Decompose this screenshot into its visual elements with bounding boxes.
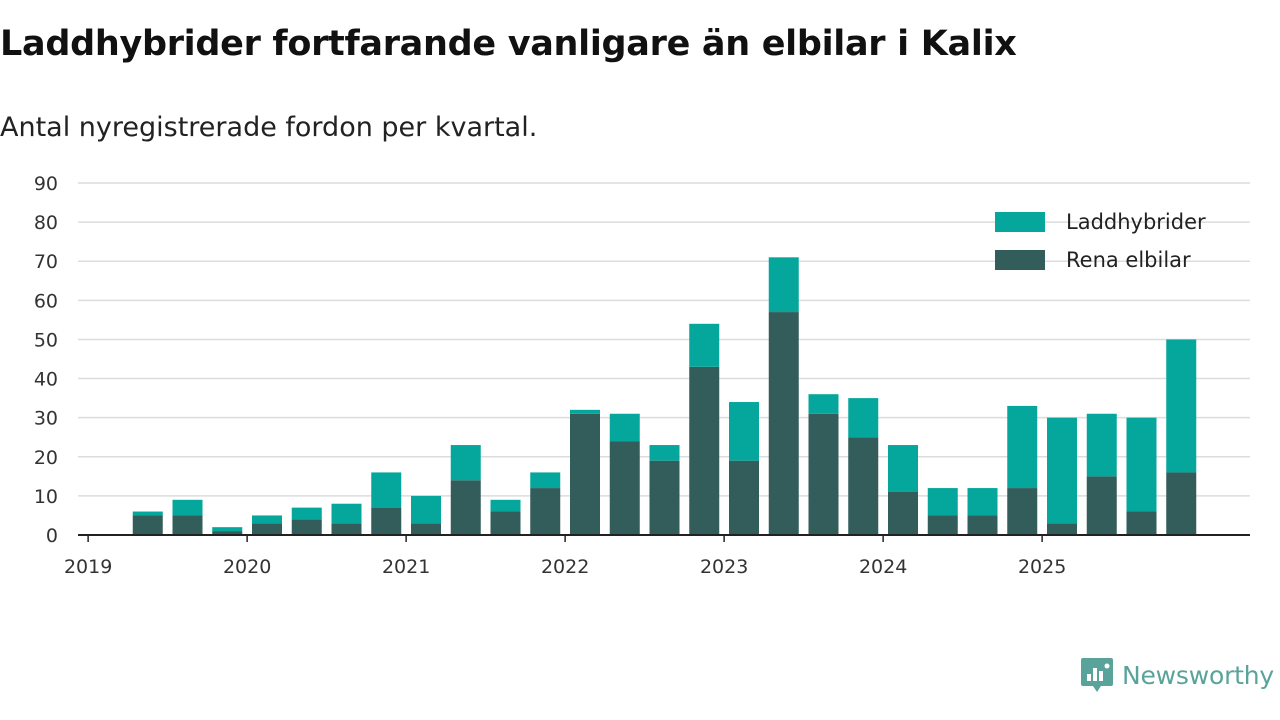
bar-rena-elbilar xyxy=(1166,472,1197,535)
bar-rena-elbilar xyxy=(530,488,561,535)
chart-title: Laddhybrider fortfarande vanligare än el… xyxy=(0,24,1017,64)
x-tick-label: 2019 xyxy=(64,556,112,578)
bar-laddhybrider xyxy=(411,495,441,524)
bar-rena-elbilar xyxy=(490,511,521,535)
x-tick-label: 2023 xyxy=(700,556,748,578)
gridlines xyxy=(78,182,1250,497)
y-tick-label: 60 xyxy=(34,290,58,312)
bar-laddhybrider xyxy=(689,323,720,367)
legend-swatch xyxy=(995,212,1045,232)
bar-laddhybrider xyxy=(331,503,362,524)
bar-rena-elbilar xyxy=(1086,476,1117,535)
legend-swatch xyxy=(995,250,1045,270)
y-tick-label: 30 xyxy=(34,408,58,430)
legend-label: Rena elbilar xyxy=(1066,248,1191,272)
y-tick-label: 0 xyxy=(46,525,58,547)
bar-rena-elbilar xyxy=(649,460,680,535)
bar-laddhybrider xyxy=(1086,413,1117,477)
brand-logo[interactable]: Newsworthy xyxy=(1080,656,1274,694)
bar-rena-elbilar xyxy=(291,519,322,535)
bar-rena-elbilar xyxy=(371,507,402,535)
bar-laddhybrider xyxy=(172,499,203,516)
x-tick-label: 2024 xyxy=(859,556,907,578)
bar-laddhybrider xyxy=(649,445,680,461)
bar-rena-elbilar xyxy=(132,515,163,535)
y-tick-label: 70 xyxy=(34,251,58,273)
y-tick-label: 20 xyxy=(34,447,58,469)
bar-rena-elbilar xyxy=(570,413,600,535)
bar-rena-elbilar xyxy=(768,312,799,535)
bars xyxy=(132,257,1197,535)
bar-laddhybrider xyxy=(212,527,243,532)
bar-laddhybrider xyxy=(768,257,799,313)
bar-rena-elbilar xyxy=(609,441,640,535)
brand-name: Newsworthy xyxy=(1121,660,1274,690)
bar-rena-elbilar xyxy=(1047,523,1077,535)
bar-rena-elbilar xyxy=(808,413,839,535)
y-tick-label: 80 xyxy=(34,212,58,234)
bar-laddhybrider xyxy=(132,511,163,516)
bar-rena-elbilar xyxy=(848,437,879,535)
x-tick-label: 2025 xyxy=(1018,556,1066,578)
y-tick-label: 10 xyxy=(34,486,58,508)
chart-subtitle: Antal nyregistrerade fordon per kvartal. xyxy=(0,112,538,143)
bar-rena-elbilar xyxy=(331,523,362,535)
bar-rena-elbilar xyxy=(888,491,918,535)
bar-laddhybrider xyxy=(1047,417,1077,524)
legend: Laddhybrider Rena elbilar xyxy=(995,210,1206,272)
bar-laddhybrider xyxy=(967,488,998,516)
y-tick-label: 40 xyxy=(34,369,58,391)
bar-rena-elbilar xyxy=(212,531,243,535)
x-tick-label: 2021 xyxy=(382,556,430,578)
bar-laddhybrider xyxy=(530,472,561,489)
y-tick-label: 50 xyxy=(34,329,58,351)
newsworthy-logo-icon xyxy=(1080,658,1113,692)
bar-rena-elbilar xyxy=(252,523,282,535)
bar-rena-elbilar xyxy=(1007,488,1038,535)
bar-laddhybrider xyxy=(1166,339,1197,473)
bar-laddhybrider xyxy=(291,507,322,520)
bar-rena-elbilar xyxy=(927,515,958,535)
bar-laddhybrider xyxy=(490,499,521,512)
bar-rena-elbilar xyxy=(689,366,720,535)
bar-rena-elbilar xyxy=(450,480,481,535)
bar-laddhybrider xyxy=(609,413,640,442)
bar-laddhybrider xyxy=(848,398,879,438)
bar-laddhybrider xyxy=(1126,417,1157,512)
bar-rena-elbilar xyxy=(411,523,441,535)
bar-rena-elbilar xyxy=(729,460,759,535)
bar-rena-elbilar xyxy=(1126,511,1157,535)
bar-laddhybrider xyxy=(570,409,600,414)
y-tick-label: 90 xyxy=(34,173,58,195)
x-tick-label: 2020 xyxy=(223,556,271,578)
bar-laddhybrider xyxy=(729,402,759,461)
bar-laddhybrider xyxy=(371,472,402,508)
bar-laddhybrider xyxy=(808,394,839,414)
x-tick-label: 2022 xyxy=(541,556,589,578)
x-axis: 2019 2020 2021 2022 2023 2024 2025 xyxy=(64,534,1250,578)
bar-laddhybrider xyxy=(450,445,481,481)
bar-rena-elbilar xyxy=(172,515,203,535)
stacked-bar-chart: 0 10 20 30 40 50 60 70 80 90 2019 2020 2021 2022 2023… xyxy=(34,173,1250,578)
bar-laddhybrider xyxy=(1007,405,1038,489)
y-axis-tick-labels: 0 10 20 30 40 50 60 70 80 90 xyxy=(34,173,58,547)
legend-label: Laddhybrider xyxy=(1066,210,1206,234)
bar-laddhybrider xyxy=(927,488,958,516)
bar-laddhybrider xyxy=(888,445,918,492)
bar-laddhybrider xyxy=(252,515,282,524)
bar-rena-elbilar xyxy=(967,515,998,535)
